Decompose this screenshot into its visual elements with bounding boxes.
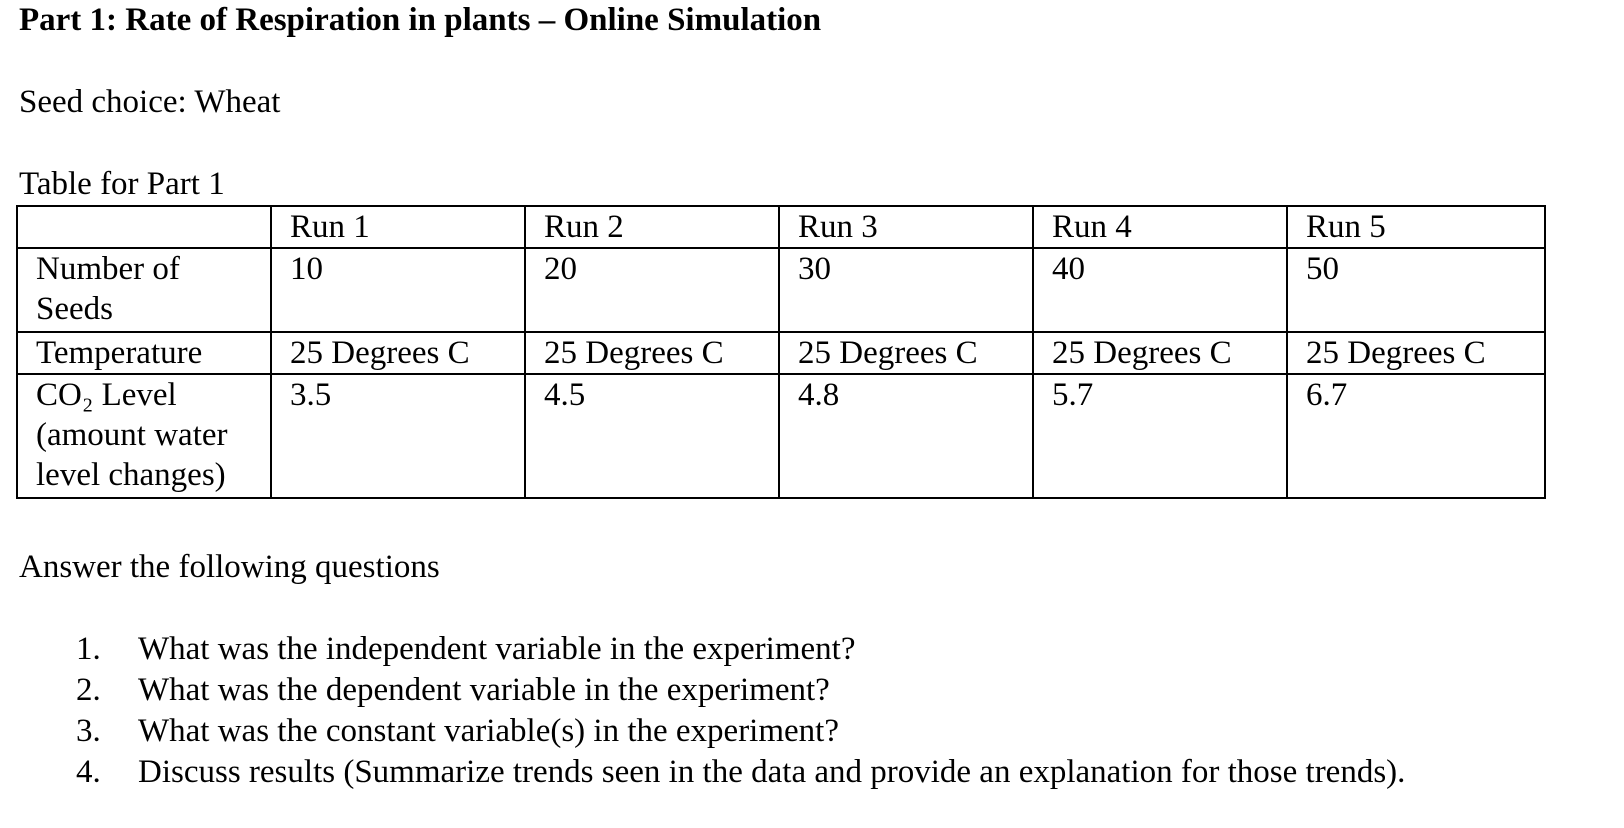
table-cell: 4.5 <box>524 373 780 499</box>
table-header-cell: Run 5 <box>1286 205 1546 249</box>
table-cell: 25 Degrees C <box>270 331 526 375</box>
table-cell: 30 <box>778 247 1034 333</box>
row-label: Number of Seeds <box>16 247 272 333</box>
table-cell: 50 <box>1286 247 1546 333</box>
question-text: What was the constant variable(s) in the… <box>138 713 839 749</box>
question-text: What was the independent variable in the… <box>138 631 856 667</box>
table-cell: 40 <box>1032 247 1288 333</box>
results-table: Run 1 Run 2 Run 3 Run 4 Run 5 Number of … <box>16 205 1546 499</box>
list-item: 3. What was the constant variable(s) in t… <box>76 711 1405 752</box>
table-header-row: Run 1 Run 2 Run 3 Run 4 Run 5 <box>16 205 1546 249</box>
question-number: 1. <box>76 631 101 667</box>
table-cell: 5.7 <box>1032 373 1288 499</box>
table-cell: 25 Degrees C <box>778 331 1034 375</box>
table-cell: 10 <box>270 247 526 333</box>
seed-choice-text: Seed choice: Wheat <box>19 84 281 120</box>
table-cell: 6.7 <box>1286 373 1546 499</box>
table-header-cell: Run 1 <box>270 205 526 249</box>
list-item: 4. Discuss results (Summarize trends seen… <box>76 752 1405 793</box>
table-cell: 3.5 <box>270 373 526 499</box>
question-text: Discuss results (Summarize trends seen i… <box>138 754 1406 790</box>
table-caption: Table for Part 1 <box>19 166 225 202</box>
table-row: CO₂ Level (amount water level changes) 3… <box>16 373 1546 499</box>
table-cell: 4.8 <box>778 373 1034 499</box>
answer-heading: Answer the following questions <box>19 549 440 585</box>
table-header-cell: Run 4 <box>1032 205 1288 249</box>
table-header-cell: Run 2 <box>524 205 780 249</box>
question-number: 2. <box>76 672 101 708</box>
page-title: Part 1: Rate of Respiration in plants – … <box>19 2 822 38</box>
question-text: What was the dependent variable in the e… <box>138 672 830 708</box>
question-number: 4. <box>76 754 101 790</box>
table-cell: 25 Degrees C <box>524 331 780 375</box>
question-number: 3. <box>76 713 101 749</box>
table-header-cell <box>16 205 272 249</box>
table-cell: 25 Degrees C <box>1286 331 1546 375</box>
row-label: Temperature <box>16 331 272 375</box>
table-row: Number of Seeds 10 20 30 40 50 <box>16 247 1546 333</box>
row-label: CO₂ Level (amount water level changes) <box>16 373 272 499</box>
list-item: 1. What was the independent variable in t… <box>76 629 1405 670</box>
table-header-cell: Run 3 <box>778 205 1034 249</box>
list-item: 2. What was the dependent variable in the… <box>76 670 1405 711</box>
question-list: 1. What was the independent variable in t… <box>76 629 1405 793</box>
table-cell: 20 <box>524 247 780 333</box>
table-row: Temperature 25 Degrees C 25 Degrees C 25… <box>16 331 1546 375</box>
table-cell: 25 Degrees C <box>1032 331 1288 375</box>
